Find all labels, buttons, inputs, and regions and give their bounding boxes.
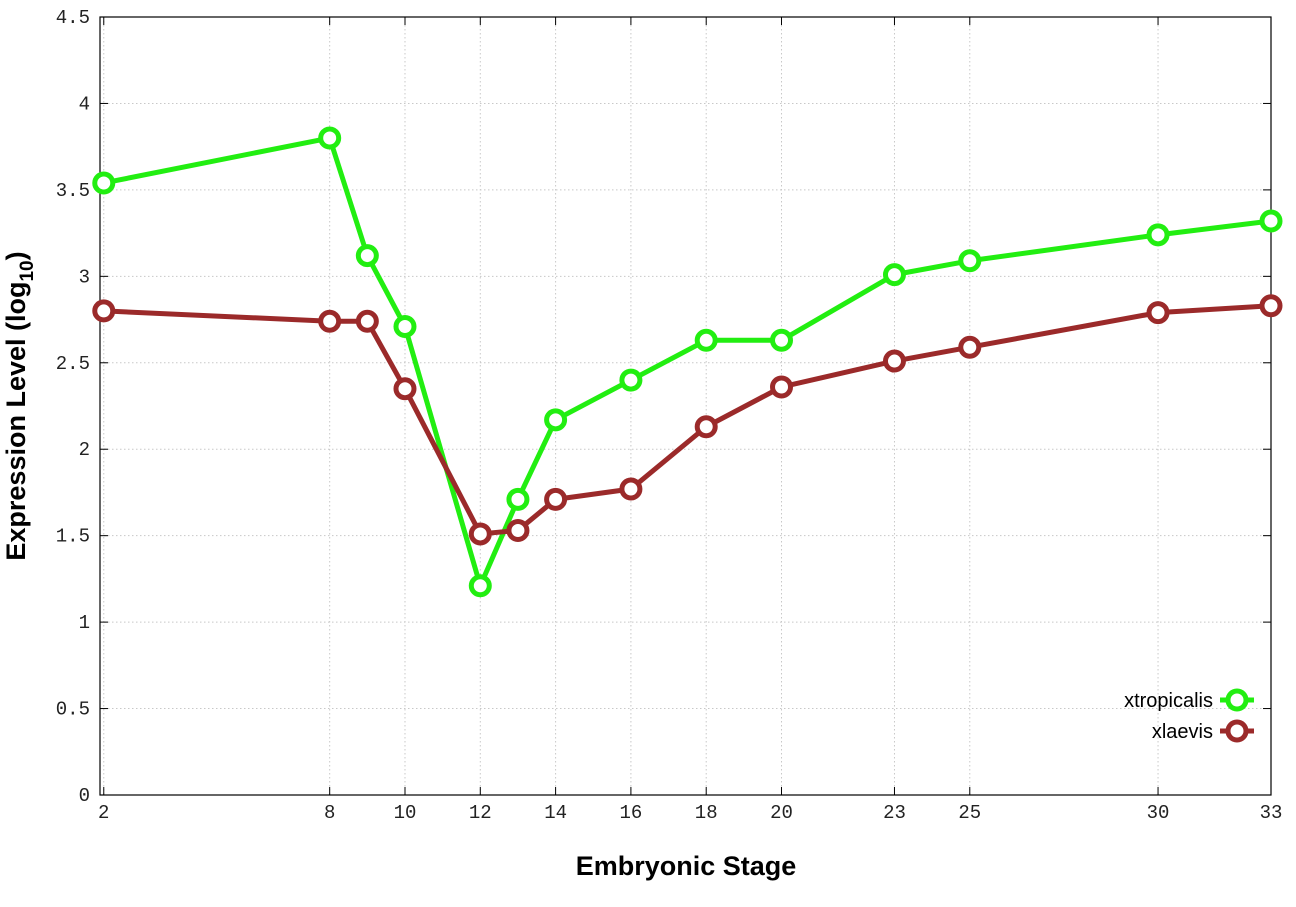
x-tick-label: 10 <box>394 802 417 824</box>
x-tick-label: 8 <box>324 802 335 824</box>
data-point-xtropicalis <box>694 328 718 352</box>
data-point-xtropicalis <box>1146 223 1170 247</box>
y-axis-title-end: ) <box>1 251 31 260</box>
data-point-xlaevis <box>882 349 906 373</box>
grid-lines <box>100 17 1271 795</box>
data-point-xlaevis <box>1259 294 1283 318</box>
data-point-xtropicalis <box>318 126 342 150</box>
data-point-xlaevis <box>770 375 794 399</box>
x-tick-label: 14 <box>544 802 567 824</box>
legend-marker-swatch <box>1225 719 1249 743</box>
data-point-xtropicalis <box>770 328 794 352</box>
data-point-xtropicalis <box>506 487 530 511</box>
data-point-xlaevis <box>355 309 379 333</box>
y-tick-label: 0 <box>79 785 90 807</box>
x-tick-label: 33 <box>1260 802 1283 824</box>
y-tick-label: 2.5 <box>56 353 90 375</box>
x-tick-label: 18 <box>695 802 718 824</box>
x-tick-label: 20 <box>770 802 793 824</box>
data-point-xtropicalis <box>544 408 568 432</box>
y-tick-label: 0.5 <box>56 699 90 721</box>
y-tick-label: 3 <box>79 266 90 288</box>
y-tick-label: 1.5 <box>56 526 90 548</box>
y-axis-title: Expression Level (log10) <box>1 251 38 560</box>
series-line-xtropicalis <box>103 135 1272 589</box>
data-point-xtropicalis <box>882 263 906 287</box>
data-point-xlaevis <box>318 309 342 333</box>
legend-item-xtropicalis: xtropicalis <box>1124 688 1254 712</box>
legend-item-xlaevis: xlaevis <box>1152 719 1254 743</box>
x-tick-label: 16 <box>619 802 642 824</box>
data-point-xlaevis <box>506 518 530 542</box>
x-tick-label: 12 <box>469 802 492 824</box>
data-point-xtropicalis <box>1259 209 1283 233</box>
series-group <box>92 126 1283 598</box>
data-point-xlaevis <box>694 415 718 439</box>
y-axis-title-main: Expression Level (log <box>1 282 31 561</box>
x-tick-label: 2 <box>98 802 109 824</box>
data-point-xtropicalis <box>92 171 116 195</box>
y-tick-label: 4 <box>79 93 90 115</box>
legend-label: xtropicalis <box>1124 690 1213 712</box>
series-xlaevis <box>92 294 1283 546</box>
x-tick-label: 30 <box>1147 802 1170 824</box>
data-point-xlaevis <box>619 477 643 501</box>
data-point-xlaevis <box>92 299 116 323</box>
y-tick-label: 4.5 <box>56 7 90 29</box>
data-point-xlaevis <box>1146 301 1170 325</box>
y-tick-label: 2 <box>79 439 90 461</box>
series-xtropicalis <box>92 126 1283 598</box>
axis-ticks: 0 0.5 1 1.5 2 2.5 3 3.5 4 4.5 2 8 10 12 14 16 18 20 23 25 30… <box>56 7 1283 824</box>
data-point-xtropicalis <box>355 244 379 268</box>
series-line-xlaevis <box>103 303 1272 537</box>
legend-marker-swatch <box>1225 688 1249 712</box>
data-point-xtropicalis <box>393 314 417 338</box>
x-axis-title: Embryonic Stage <box>576 851 797 881</box>
y-tick-label: 1 <box>79 612 90 634</box>
legend-label: xlaevis <box>1152 721 1213 743</box>
x-tick-label: 23 <box>883 802 906 824</box>
plot-frame <box>99 16 1272 796</box>
data-point-xtropicalis <box>958 249 982 273</box>
legend: xtropicalis xlaevis <box>1124 688 1254 743</box>
data-point-xlaevis <box>468 522 492 546</box>
data-point-xlaevis <box>958 335 982 359</box>
data-point-xlaevis <box>393 377 417 401</box>
x-tick-label: 25 <box>958 802 981 824</box>
data-point-xtropicalis <box>619 368 643 392</box>
data-point-xtropicalis <box>468 574 492 598</box>
data-point-xlaevis <box>544 487 568 511</box>
y-axis-title-subscript: 10 <box>17 260 38 281</box>
y-tick-label: 3.5 <box>56 180 90 202</box>
